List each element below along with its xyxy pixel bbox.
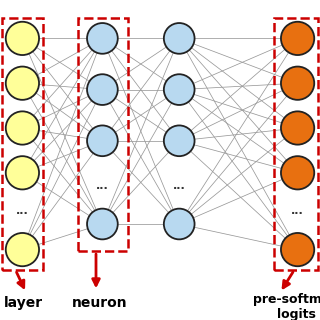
Text: neuron: neuron <box>71 296 127 310</box>
Bar <box>78 18 128 251</box>
Circle shape <box>6 22 39 55</box>
Text: ...: ... <box>16 206 29 216</box>
Text: ...: ... <box>291 206 304 216</box>
Circle shape <box>164 125 195 156</box>
Text: ...: ... <box>173 180 186 191</box>
Circle shape <box>164 23 195 54</box>
Circle shape <box>281 22 314 55</box>
Circle shape <box>87 125 118 156</box>
Circle shape <box>281 67 314 100</box>
Circle shape <box>87 23 118 54</box>
Circle shape <box>281 233 314 266</box>
Text: layer: layer <box>4 296 43 310</box>
Circle shape <box>6 233 39 266</box>
Bar <box>2 18 43 270</box>
Circle shape <box>164 209 195 239</box>
Text: ...: ... <box>96 180 109 191</box>
Bar <box>274 18 318 270</box>
Circle shape <box>281 156 314 189</box>
Text: pre-softmax
logits: pre-softmax logits <box>253 293 320 320</box>
Circle shape <box>6 111 39 145</box>
Circle shape <box>164 74 195 105</box>
Circle shape <box>6 156 39 189</box>
Circle shape <box>6 67 39 100</box>
Circle shape <box>87 209 118 239</box>
Circle shape <box>281 111 314 145</box>
Circle shape <box>87 74 118 105</box>
